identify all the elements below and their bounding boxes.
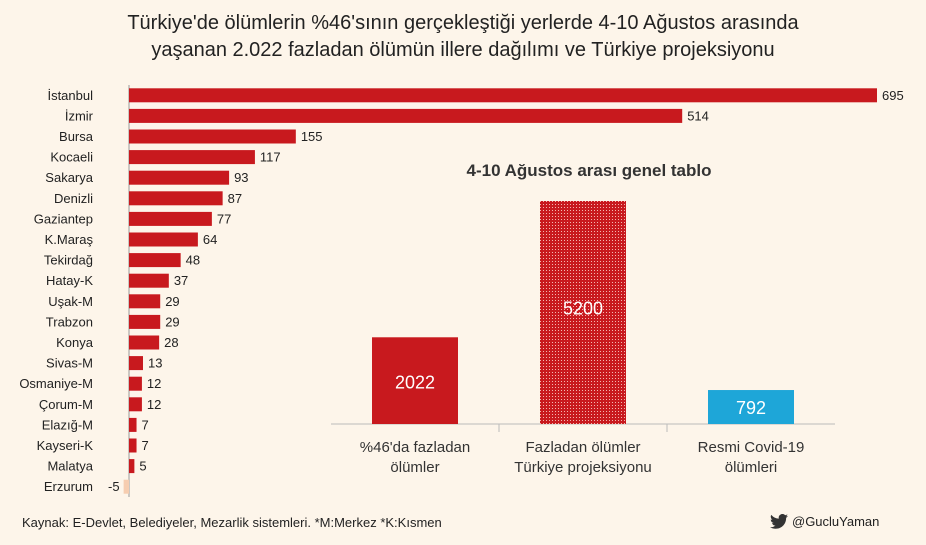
bar xyxy=(129,232,198,247)
value-label: 514 xyxy=(687,108,709,123)
category-label: Gaziantep xyxy=(34,211,93,226)
summary-bar xyxy=(372,337,458,424)
value-label: 5 xyxy=(139,459,146,474)
value-label: 64 xyxy=(203,232,217,247)
summary-value-label: 2022 xyxy=(395,373,435,393)
value-label: 29 xyxy=(165,294,179,309)
bar xyxy=(129,273,169,288)
twitter-bird-icon xyxy=(770,514,788,529)
value-label: 87 xyxy=(228,191,242,206)
bar xyxy=(129,376,142,391)
summary-bar xyxy=(540,201,626,424)
category-label: Kocaeli xyxy=(50,150,93,165)
bar-negative xyxy=(123,479,129,494)
category-label: Tekirdağ xyxy=(44,253,93,268)
value-label: 77 xyxy=(217,211,231,226)
bar xyxy=(129,335,160,350)
value-label: 93 xyxy=(234,170,248,185)
value-label: -5 xyxy=(108,479,120,494)
category-label: Osmaniye-M xyxy=(19,376,93,391)
chart-title-line-2: yaşanan 2.022 fazladan ölümün illere dağ… xyxy=(151,39,775,61)
summary-bar xyxy=(708,390,794,424)
bar xyxy=(129,253,181,268)
value-label: 117 xyxy=(260,150,281,165)
category-label: Bursa xyxy=(59,129,94,144)
summary-category-label: ölümleri xyxy=(725,459,778,476)
author-handle[interactable]: @GucluYaman xyxy=(770,514,879,529)
bar xyxy=(129,356,143,371)
value-label: 48 xyxy=(186,253,200,268)
bar xyxy=(129,459,135,474)
bar xyxy=(129,314,161,329)
category-label: Denizli xyxy=(54,191,93,206)
value-label: 12 xyxy=(147,376,161,391)
chart-title-line-1: Türkiye'de ölümlerin %46'sının gerçekleş… xyxy=(127,12,799,34)
bar xyxy=(129,211,212,226)
category-label: Uşak-M xyxy=(48,294,93,309)
summary-value-label: 792 xyxy=(736,398,766,418)
bar xyxy=(129,108,683,123)
author-handle-text: @GucluYaman xyxy=(792,514,880,529)
category-label: Sivas-M xyxy=(46,356,93,371)
value-label: 155 xyxy=(301,129,323,144)
summary-value-label: 5200 xyxy=(563,299,603,319)
summary-category-label: Resmi Covid-19 xyxy=(698,439,805,456)
bar xyxy=(129,417,137,432)
province-bar-chart: İstanbul 695 İzmir 514 Bursa 155 Kocaeli 117 Sak… xyxy=(19,85,904,497)
summary-bar-chart: 4-10 Ağustos arası genel tablo 2022 %46'da… xyxy=(331,161,835,476)
category-label: İzmir xyxy=(65,108,94,123)
category-label: Konya xyxy=(56,335,94,350)
category-label: Çorum-M xyxy=(39,397,93,412)
bar xyxy=(129,170,230,185)
value-label: 37 xyxy=(174,273,188,288)
value-label: 28 xyxy=(164,335,178,350)
summary-category-label: ölümler xyxy=(390,459,439,476)
category-label: Hatay-K xyxy=(46,273,93,288)
bar xyxy=(129,397,142,412)
value-label: 13 xyxy=(148,356,162,371)
category-label: Malatya xyxy=(47,459,93,474)
value-label: 12 xyxy=(147,397,161,412)
value-label: 7 xyxy=(142,438,149,453)
bar xyxy=(129,129,296,144)
bar xyxy=(129,438,137,453)
category-label: Erzurum xyxy=(44,479,93,494)
summary-chart-title: 4-10 Ağustos arası genel tablo xyxy=(467,161,712,180)
category-label: Kayseri-K xyxy=(37,438,94,453)
category-label: K.Maraş xyxy=(45,232,94,247)
bar xyxy=(129,294,161,309)
bar xyxy=(129,191,223,206)
summary-category-label: Fazladan ölümler xyxy=(525,439,640,456)
bar xyxy=(129,88,877,103)
summary-category-label: %46'da fazladan xyxy=(360,439,470,456)
source-note: Kaynak: E-Devlet, Belediyeler, Mezarlik … xyxy=(22,515,442,530)
value-label: 29 xyxy=(165,314,179,329)
value-label: 695 xyxy=(882,88,904,103)
category-label: Sakarya xyxy=(45,170,93,185)
category-label: İstanbul xyxy=(47,88,93,103)
category-label: Elazığ-M xyxy=(42,417,93,432)
bar xyxy=(129,150,255,165)
value-label: 7 xyxy=(142,417,149,432)
category-label: Trabzon xyxy=(46,314,93,329)
summary-category-label: Türkiye projeksiyonu xyxy=(514,459,652,476)
